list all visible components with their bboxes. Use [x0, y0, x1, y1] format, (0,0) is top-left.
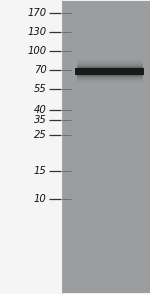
Text: 70: 70 — [34, 65, 46, 75]
Bar — [76, 60, 142, 83]
Text: 40: 40 — [34, 105, 46, 115]
Bar — [76, 67, 142, 76]
Text: 35: 35 — [34, 115, 46, 125]
Text: 15: 15 — [34, 166, 46, 176]
Bar — [76, 65, 142, 78]
Bar — [75, 68, 144, 75]
Text: 100: 100 — [27, 46, 46, 56]
Bar — [0, 0, 62, 294]
Bar — [76, 61, 142, 81]
Bar — [76, 66, 142, 77]
Bar — [76, 63, 142, 80]
Text: 25: 25 — [34, 130, 46, 140]
Text: 55: 55 — [34, 84, 46, 94]
Text: 170: 170 — [27, 8, 46, 18]
Text: 10: 10 — [34, 194, 46, 204]
Bar — [76, 64, 142, 79]
Text: 130: 130 — [27, 27, 46, 37]
Bar — [62, 1, 150, 293]
